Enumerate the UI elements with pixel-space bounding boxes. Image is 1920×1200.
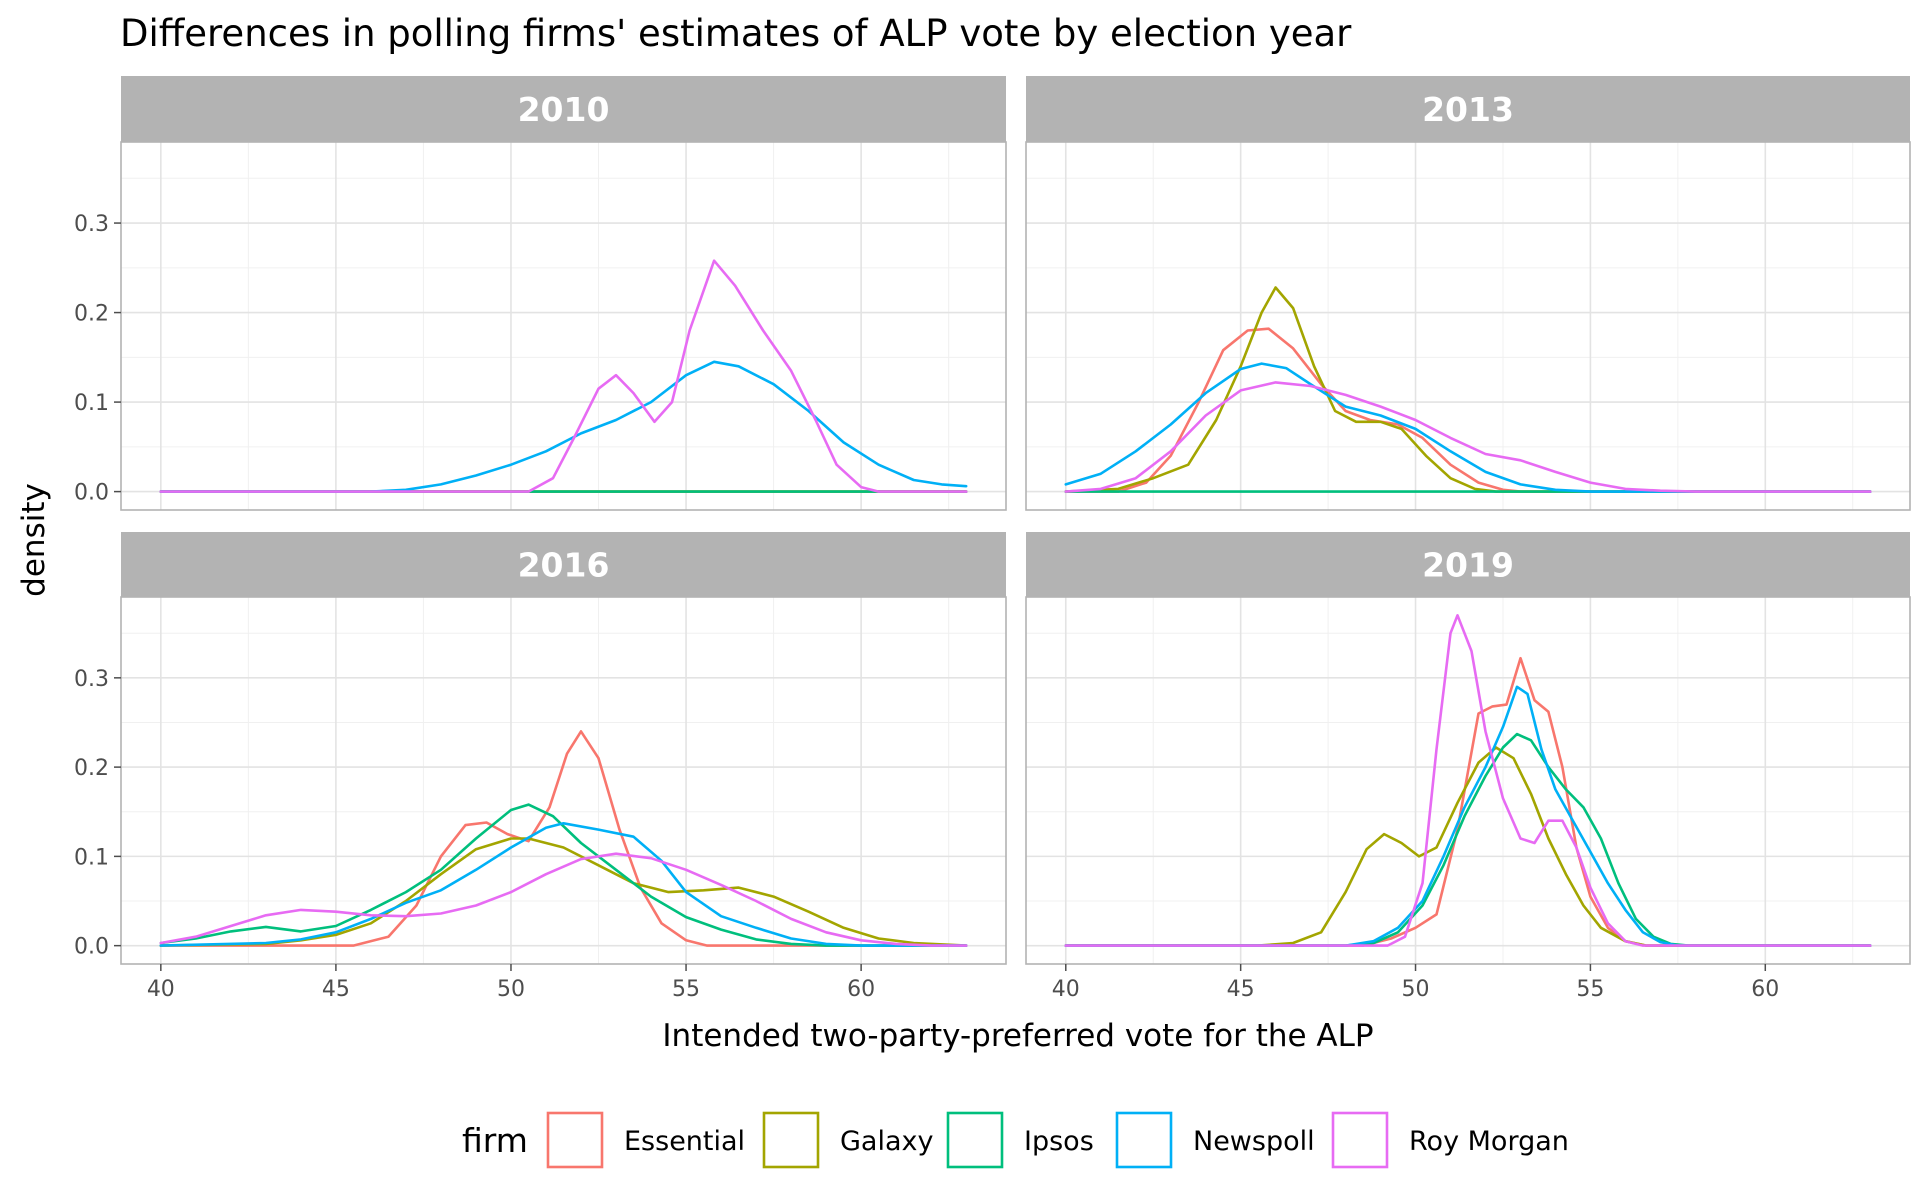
x-tick-label: 60 [847,977,875,1002]
series-newspoll-2013 [1064,362,1872,493]
series-ipsos-2016 [159,803,968,947]
strip-2019 [1026,532,1910,597]
legend-key-ipsos [946,1111,1004,1169]
strip-label-2013: 2013 [1422,90,1514,129]
y-tick-label: 0.0 [74,935,109,960]
y-tick-label: 0.0 [74,481,109,506]
series-newspoll-2019 [1064,685,1872,947]
series-roy-morgan-2019 [1064,614,1872,947]
legend-label-newspoll: Newspoll [1193,1126,1315,1157]
y-tick-label: 0.2 [74,302,109,327]
series-roy-morgan-2010 [159,259,968,493]
series-galaxy-2019 [1064,746,1872,947]
panel-border-2019 [1025,596,1911,965]
series-galaxy-2016 [159,837,968,947]
legend-title: firm [462,1121,528,1160]
x-tick-label: 55 [1576,977,1604,1002]
panel-border-2016 [120,596,1007,965]
x-tick-label: 45 [322,977,350,1002]
x-tick-label: 45 [1227,977,1255,1002]
legend-key-roy-morgan [1331,1111,1389,1169]
series-roy-morgan-2016 [159,852,968,947]
legend-label-essential: Essential [624,1126,745,1157]
plot-area-2010 [121,142,1006,510]
legend-key-essential [546,1111,604,1169]
panel-2010: 2010 0.0 0.1 0.2 0.3 [74,76,1007,511]
legend-key-galaxy [762,1111,820,1169]
y-tick-label: 0.1 [74,845,109,870]
chart-title: Differences in polling firms' estimates … [120,12,1352,55]
x-tick-label: 55 [672,977,700,1002]
plot-area-2013 [1026,142,1910,510]
facet-panels: 2010 0.0 0.1 0.2 0.3 2013 2016 0.0 0.1 0.2 0.3 40 45… [74,76,1911,1002]
panel-2019: 2019 40 45 50 55 60 [1025,532,1911,1002]
strip-label-2010: 2010 [518,90,610,129]
strip-2013 [1026,76,1910,142]
strip-label-2019: 2019 [1422,546,1514,585]
series-galaxy-2013 [1064,286,1872,493]
strip-2016 [121,532,1006,597]
x-tick-label: 50 [1402,977,1430,1002]
panel-border-2013 [1025,141,1911,511]
series-newspoll-2010 [159,360,968,493]
strip-label-2016: 2016 [518,546,610,585]
series-essential-2019 [1064,656,1872,947]
x-axis-title: Intended two-party-preferred vote for th… [662,1018,1373,1054]
legend-label-ipsos: Ipsos [1024,1126,1094,1157]
legend-label-galaxy: Galaxy [840,1126,933,1157]
y-tick-label: 0.2 [74,756,109,781]
series-roy-morgan-2013 [1064,381,1872,493]
x-tick-label: 50 [497,977,525,1002]
series-ipsos-2019 [1064,732,1872,947]
y-tick-label: 0.1 [74,391,109,416]
x-tick-label: 40 [147,977,175,1002]
panel-2016: 2016 0.0 0.1 0.2 0.3 40 45 50 55 60 [74,532,1007,1002]
panel-2013: 2013 [1025,76,1911,511]
plot-area-2016 [121,597,1006,964]
series-newspoll-2016 [159,822,968,947]
y-tick-label: 0.3 [74,212,109,237]
strip-2010 [121,76,1006,142]
y-axis-title: density [16,483,52,597]
series-essential-2016 [159,730,968,947]
x-tick-label: 60 [1751,977,1779,1002]
panel-border-2010 [120,141,1007,511]
legend-label-roy-morgan: Roy Morgan [1409,1126,1569,1157]
legend: firm Essential Galaxy Ipsos Newspoll Roy Mor… [462,1111,1569,1169]
y-tick-label: 0.3 [74,667,109,692]
legend-key-newspoll [1115,1111,1173,1169]
x-tick-label: 40 [1052,977,1080,1002]
